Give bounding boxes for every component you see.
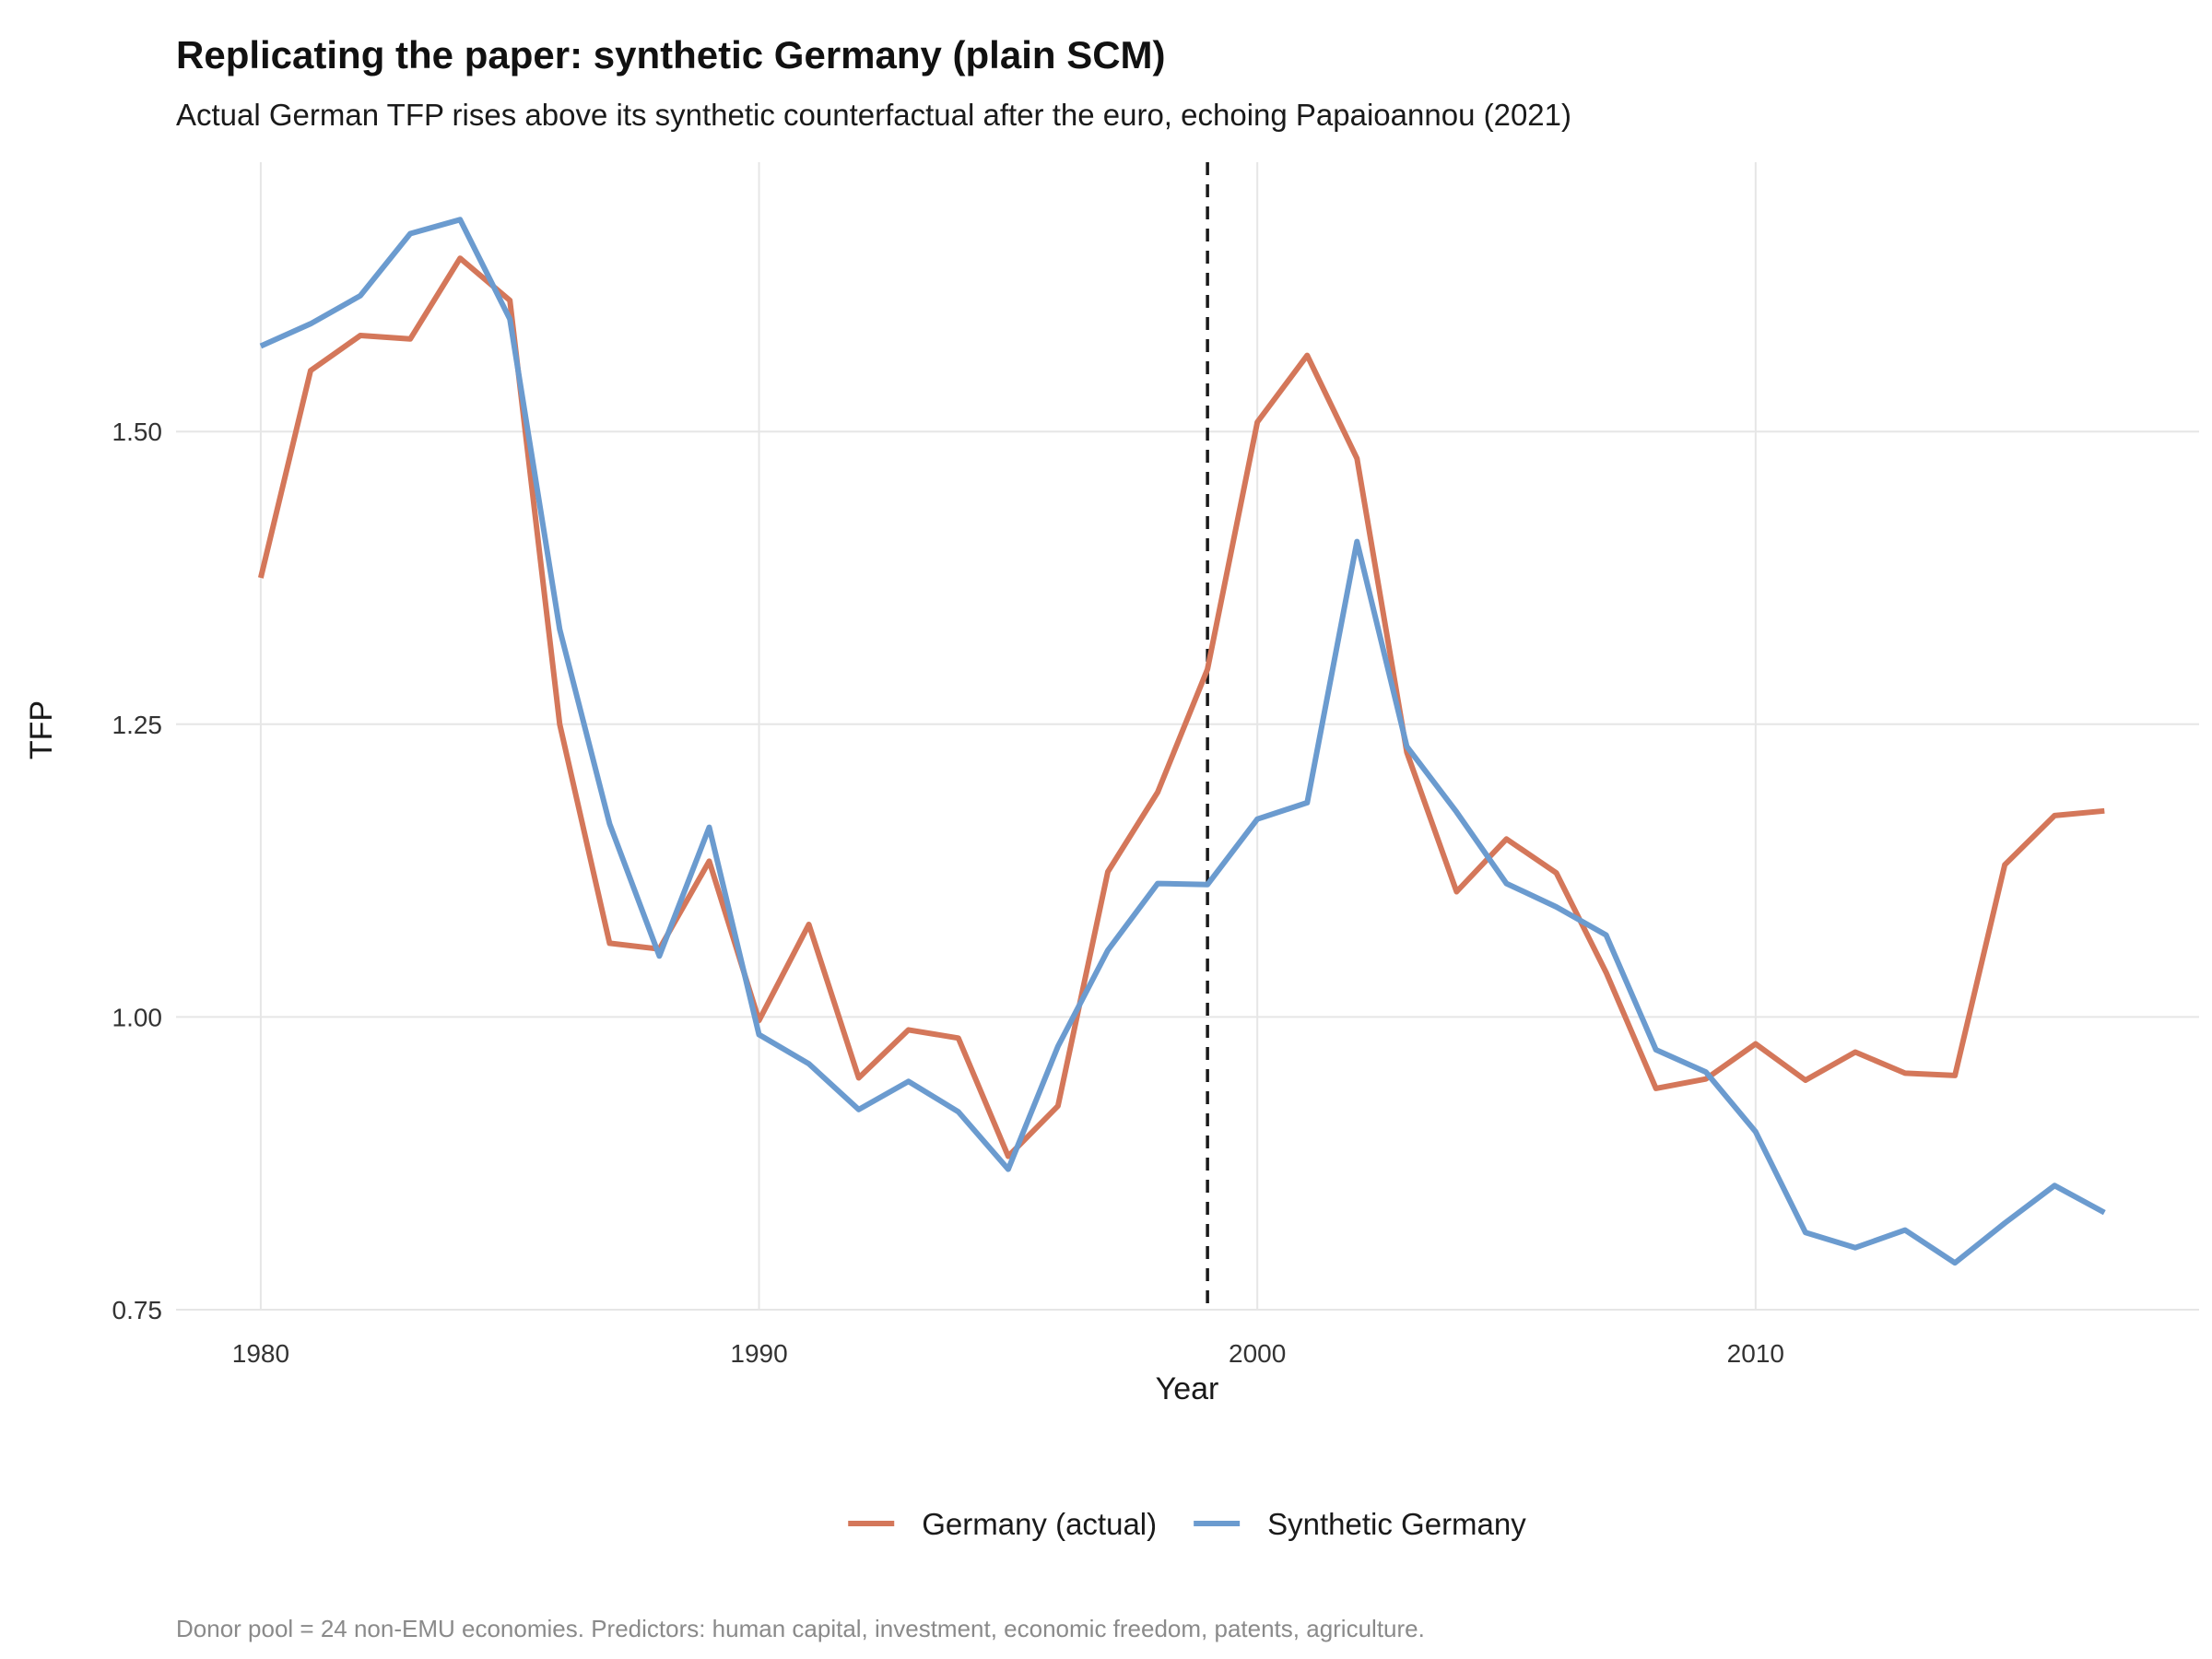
gridlines bbox=[176, 162, 2199, 1311]
legend-label: Synthetic Germany bbox=[1267, 1507, 1526, 1541]
y-tick-label: 0.75 bbox=[112, 1296, 163, 1324]
x-tick-label: 2000 bbox=[1229, 1339, 1286, 1368]
legend-item: Synthetic Germany bbox=[1194, 1507, 1526, 1541]
y-tick-label: 1.50 bbox=[112, 418, 163, 446]
x-tick-label: 1980 bbox=[232, 1339, 289, 1368]
chart-title: Replicating the paper: synthetic Germany… bbox=[176, 33, 1166, 76]
x-tick-label: 2010 bbox=[1727, 1339, 1784, 1368]
x-tick-label: 1990 bbox=[730, 1339, 787, 1368]
x-axis-ticks: 1980 1990 2000 2010 bbox=[232, 1339, 1784, 1368]
y-axis-ticks: 0.75 1.00 1.25 1.50 bbox=[112, 418, 163, 1324]
y-axis-title: TFP bbox=[24, 700, 59, 759]
y-tick-label: 1.25 bbox=[112, 711, 163, 739]
y-tick-label: 1.00 bbox=[112, 1003, 163, 1031]
legend-item: Germany (actual) bbox=[848, 1507, 1157, 1541]
series-line-synthetic-germany bbox=[259, 217, 2106, 1266]
chart-caption: Donor pool = 24 non-EMU economies. Predi… bbox=[176, 1615, 1425, 1642]
legend: Germany (actual) Synthetic Germany bbox=[848, 1507, 1526, 1541]
x-axis-title: Year bbox=[1156, 1371, 1219, 1406]
series-line-germany-actual bbox=[257, 255, 2105, 1159]
chart-subtitle: Actual German TFP rises above its synthe… bbox=[176, 98, 1571, 132]
legend-label: Germany (actual) bbox=[922, 1507, 1157, 1541]
series-lines bbox=[257, 217, 2106, 1266]
